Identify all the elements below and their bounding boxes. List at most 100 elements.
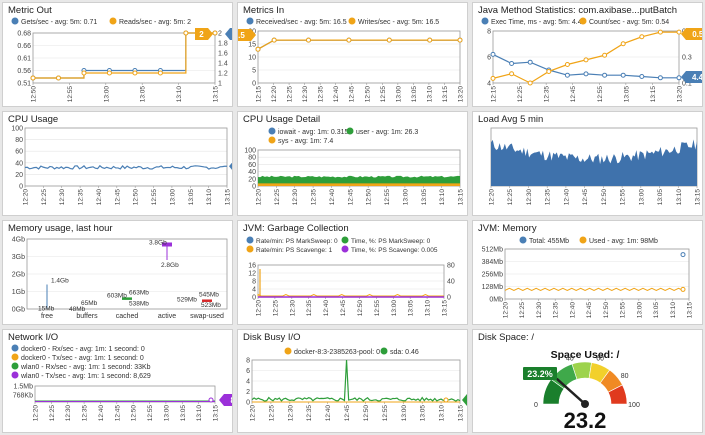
data-point [639, 34, 645, 40]
data-label: 529Mb [177, 297, 197, 304]
value-badge-label: 8,629 [230, 396, 233, 405]
y-tick-label: 4Gb [12, 237, 25, 244]
data-point [546, 68, 552, 74]
x-tick-label: 12:30 [536, 302, 543, 319]
x-tick-label: 12:45 [349, 86, 356, 103]
data-point [255, 46, 261, 52]
legend-label: Total: 455Mb [529, 238, 569, 245]
data-point [443, 397, 449, 403]
category-label: cached [116, 313, 139, 320]
panel-title: JVM: Garbage Collection [243, 223, 349, 234]
legend-label: wlan0 - Tx/sec - avg: 1m: 1 second: 8,62… [20, 373, 151, 380]
data-point [106, 70, 112, 76]
x-tick-label: 13:10 [676, 189, 683, 206]
data-point [132, 70, 138, 76]
value-badge-label: 0.54 [692, 30, 703, 39]
x-tick-label: 12:50 [133, 189, 140, 206]
x-tick-label: 12:40 [329, 189, 336, 206]
data-label: 3.8Gb [149, 240, 167, 247]
x-tick-label: 12:50 [601, 189, 608, 206]
series-line [251, 359, 461, 402]
x-tick-label: 12:40 [323, 300, 330, 317]
gauge-value: 23.2 [564, 408, 607, 433]
legend-marker [268, 127, 276, 135]
x-tick-label: 13:10 [196, 405, 203, 422]
data-label: 48Mb [69, 306, 86, 313]
x-tick-label: 13:15 [442, 300, 449, 317]
y-tick-label: 40 [248, 169, 256, 176]
panel-title: CPU Usage Detail [243, 114, 321, 125]
data-point [527, 80, 533, 86]
x-tick-label: 12:55 [67, 86, 74, 103]
legend-marker [11, 17, 19, 25]
x-tick-label: 13:00 [163, 405, 170, 422]
y-tick-label: 1.5Mb [14, 384, 34, 391]
data-point [490, 75, 496, 81]
data-point [346, 37, 352, 43]
value-badge-label: 2 [199, 30, 204, 39]
x-tick-label: 12:20 [256, 300, 263, 317]
legend-marker [11, 362, 19, 370]
y-tick-label: 8 [246, 358, 250, 365]
legend-label: Writes/sec - avg: 5m: 16.5 [358, 19, 439, 26]
y2-tick-label: 0.1 [682, 81, 692, 88]
y-tick-label: 20 [15, 172, 23, 179]
plot-frame [257, 30, 461, 84]
series-line [504, 287, 684, 291]
y-tick-label: 512Mb [482, 247, 504, 254]
y-tick-label: 3Gb [12, 254, 25, 261]
box [202, 299, 212, 302]
data-point [527, 59, 533, 65]
category-label: swap-used [190, 313, 224, 320]
value-badge [195, 28, 213, 40]
panel-metrics-in: Metrics In Received/sec - avg: 5m: 16.5 W… [237, 2, 468, 107]
x-tick-label: 13:15 [695, 189, 702, 206]
y-tick-label: 8 [487, 29, 491, 36]
gauge-tick-label: 40 [566, 355, 574, 362]
data-point [386, 37, 392, 43]
x-tick-label: 12:25 [49, 405, 56, 422]
panel-java-method: Java Method Statistics: com.axibase...pu… [472, 2, 703, 107]
y-tick-label: 10 [248, 55, 256, 62]
y2-tick-label: 1.4 [218, 61, 228, 68]
chart-memory-usage: 4Gb 3Gb 2Gb 1Gb 0Gb free buffers cached active sw… [12, 237, 228, 320]
x-tick-label: 12:50 [364, 86, 371, 103]
x-tick-label: 12:30 [292, 189, 299, 206]
y2-tick-label: 80 [447, 263, 455, 270]
panel-title: Metric Out [8, 5, 52, 16]
legend-marker [11, 344, 19, 352]
y-tick-label: 0 [246, 400, 250, 407]
x-tick-label: 12:55 [597, 86, 604, 103]
legend-marker [246, 245, 254, 253]
panel-cpu-detail: CPU Usage Detail iowait - avg: 1m: 0.315… [237, 111, 468, 216]
gauge-tick-label: 80 [621, 373, 629, 380]
gauge-tick-label: 100 [628, 402, 640, 409]
x-tick-label: 12:55 [384, 189, 391, 206]
x-tick-label: 13:10 [439, 189, 446, 206]
x-tick-label: 12:25 [507, 189, 514, 206]
area-load [491, 139, 697, 186]
x-tick-label: 12:55 [151, 189, 158, 206]
x-tick-label: 13:05 [420, 405, 427, 422]
x-tick-label: 13:05 [188, 189, 195, 206]
x-tick-label: 12:45 [114, 189, 121, 206]
y-tick-label: 128Mb [482, 284, 504, 291]
y-tick-label: 8 [252, 279, 256, 286]
y2-tick-label: 1.2 [218, 71, 228, 78]
x-tick-label: 12:40 [96, 189, 103, 206]
y-tick-label: 0.68 [17, 31, 31, 38]
panel-title: Disk Space: / [478, 332, 534, 343]
x-tick-label: 12:30 [65, 405, 72, 422]
x-tick-label: 12:30 [287, 405, 294, 422]
legend-marker [341, 236, 349, 244]
y2-tick-label: 1 [218, 81, 222, 88]
category-label: free [41, 313, 53, 320]
legend-marker [346, 127, 354, 135]
panel-jvm-memory: JVM: Memory Total: 455Mb Used - avg: 1m: … [472, 220, 703, 325]
x-tick-label: 13:05 [653, 302, 660, 319]
box [122, 297, 132, 300]
x-tick-label: 12:45 [347, 189, 354, 206]
x-tick-label: 12:55 [620, 302, 627, 319]
x-tick-label: 12:20 [256, 189, 263, 206]
plot-frame [32, 32, 216, 84]
